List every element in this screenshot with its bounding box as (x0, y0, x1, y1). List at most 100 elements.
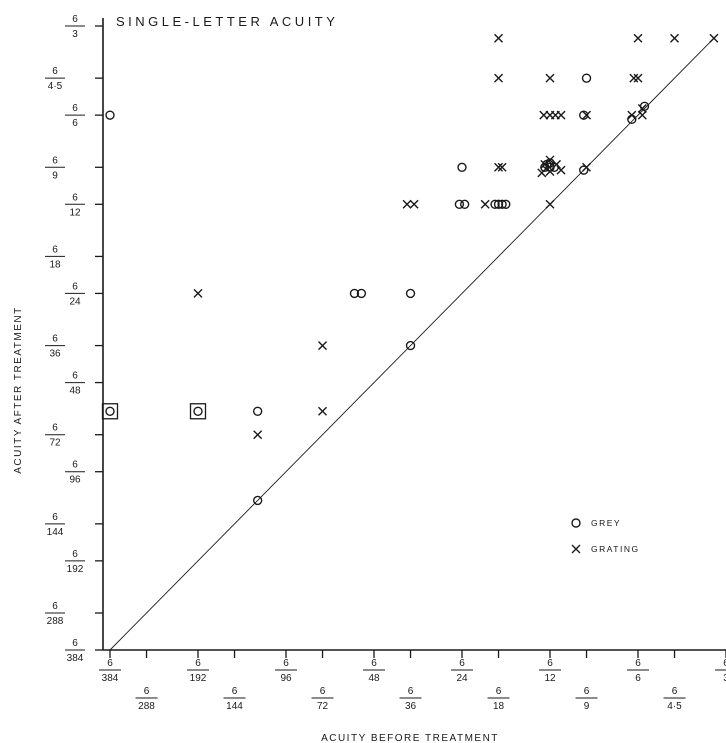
grating-point (494, 73, 504, 83)
y-tick-label-denominator: 144 (47, 527, 64, 538)
grey-point (501, 199, 511, 209)
x-tick-label-numerator: 6 (723, 658, 726, 669)
grating-point (670, 33, 680, 43)
y-tick-label-denominator: 9 (52, 170, 58, 181)
x-tick-label-numerator: 6 (232, 686, 238, 697)
grating-point (318, 341, 328, 351)
x-tick-label-denominator: 12 (544, 673, 556, 684)
grating-point (193, 288, 203, 298)
grating-point (497, 162, 507, 172)
grey-point (193, 406, 203, 416)
grey-point (356, 288, 367, 299)
grating-point (253, 430, 263, 440)
grey-point (457, 162, 467, 172)
y-tick-label-denominator: 12 (69, 207, 81, 218)
grey-point (459, 199, 470, 209)
grating-point (582, 110, 592, 120)
x-tick-label-denominator: 96 (280, 673, 292, 684)
grating-point (627, 110, 637, 120)
grating-point (409, 199, 419, 209)
y-tick-label-denominator: 6 (72, 118, 78, 129)
grey-point (497, 199, 507, 209)
y-tick-label-numerator: 6 (72, 638, 78, 649)
y-tick-label-numerator: 6 (52, 155, 58, 166)
y-tick-label-denominator: 192 (67, 564, 84, 575)
x-tick-label-denominator: 288 (138, 701, 155, 712)
y-tick-label-numerator: 6 (52, 66, 58, 77)
y-tick-label-numerator: 6 (52, 334, 58, 345)
grating-point (709, 33, 719, 43)
x-tick-label-numerator: 6 (459, 658, 465, 669)
grating-point (552, 159, 562, 169)
grating-point (494, 162, 504, 172)
x-tick-label-denominator: 24 (456, 673, 468, 684)
y-tick-label-numerator: 6 (52, 244, 58, 255)
y-tick-label-numerator: 6 (72, 371, 78, 382)
grating-point (539, 110, 549, 120)
x-tick-label-denominator: 384 (102, 673, 119, 684)
equality-reference-line (109, 39, 713, 651)
plot-area: 6384628861926144696672648636624618612696… (45, 14, 726, 712)
grating-point (402, 199, 412, 209)
y-tick-label-denominator: 288 (47, 616, 64, 627)
grey-point (349, 288, 360, 299)
y-tick-label-denominator: 96 (69, 475, 81, 486)
x-tick-label-denominator: 9 (584, 701, 590, 712)
grey-point (579, 110, 589, 120)
x-tick-label-numerator: 6 (496, 686, 502, 697)
grey-point (105, 110, 115, 120)
y-tick-label-denominator: 384 (67, 653, 84, 664)
grating-point (556, 110, 566, 120)
x-tick-label-denominator: 3 (723, 673, 726, 684)
x-tick-label-numerator: 6 (283, 658, 289, 669)
grating-point (318, 406, 328, 416)
y-tick-label-denominator: 48 (69, 386, 81, 397)
grey-point (490, 199, 500, 209)
grating-point (556, 165, 566, 175)
grey-point (105, 406, 115, 416)
y-tick-label-numerator: 6 (72, 281, 78, 292)
grating-point (633, 73, 643, 83)
x-tick-label-numerator: 6 (672, 686, 678, 697)
x-tick-label-numerator: 6 (320, 686, 326, 697)
y-tick-label-denominator: 36 (49, 349, 61, 360)
y-tick-label-numerator: 6 (52, 423, 58, 434)
x-tick-label-numerator: 6 (635, 658, 641, 669)
y-tick-label-denominator: 24 (69, 296, 81, 307)
x-tick-label-denominator: 4·5 (667, 701, 682, 712)
grey-point (405, 288, 416, 299)
y-tick-label-denominator: 3 (72, 29, 78, 40)
x-tick-label-denominator: 18 (493, 701, 505, 712)
y-tick-label-denominator: 72 (49, 438, 61, 449)
y-tick-label-denominator: 4·5 (48, 81, 63, 92)
x-tick-label-denominator: 192 (190, 673, 207, 684)
x-axis-title: ACUITY BEFORE TREATMENT (321, 733, 499, 743)
chart-title: SINGLE-LETTER ACUITY (116, 14, 338, 29)
x-tick-label-numerator: 6 (408, 686, 414, 697)
y-tick-label-numerator: 6 (72, 549, 78, 560)
grating-point (545, 199, 555, 209)
grey-point (581, 73, 592, 83)
x-tick-label-numerator: 6 (107, 658, 113, 669)
legend-circle-marker (571, 518, 581, 528)
x-tick-label-denominator: 36 (405, 701, 417, 712)
grating-point (480, 199, 490, 209)
grating-point (537, 168, 547, 178)
y-axis-title: ACUITY AFTER TREATMENT (13, 306, 24, 473)
grey-point (627, 114, 637, 125)
grey-point (454, 199, 465, 209)
x-tick-label-denominator: 6 (635, 673, 641, 684)
x-tick-label-numerator: 6 (195, 658, 201, 669)
y-tick-label-numerator: 6 (72, 14, 78, 25)
y-tick-label-denominator: 18 (49, 259, 61, 270)
grating-point (545, 167, 555, 176)
x-tick-label-numerator: 6 (144, 686, 150, 697)
legend: GREY GRATING (571, 518, 638, 554)
grating-point (637, 110, 647, 120)
grating-point (540, 159, 550, 169)
x-tick-label-denominator: 72 (317, 701, 329, 712)
x-tick-label-denominator: 144 (226, 701, 243, 712)
y-tick-label-numerator: 6 (72, 460, 78, 471)
boxed-point-frame (189, 403, 207, 420)
